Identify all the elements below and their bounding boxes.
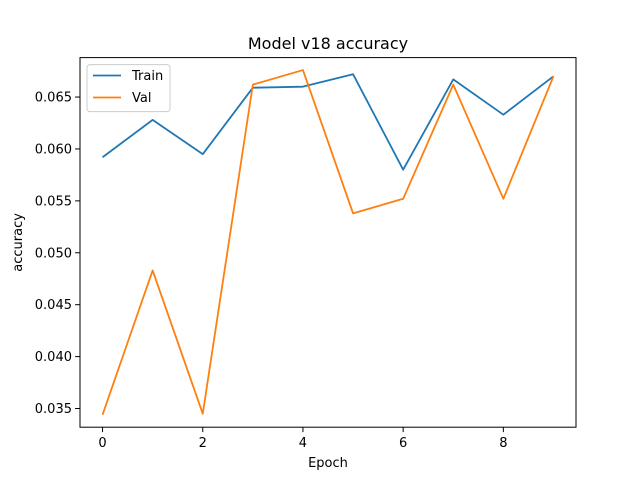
legend-label-val: Val [132, 91, 151, 106]
x-tick-label-2: 2 [199, 436, 207, 451]
x-tick-label-8: 8 [499, 436, 507, 451]
series-line-train [102, 73, 554, 171]
y-tick-label-1: 0.040 [35, 350, 72, 365]
legend-items: Train Val [93, 69, 163, 106]
x-axis-ticks: 0 2 4 6 8 [98, 427, 507, 451]
series-line-val [101, 69, 555, 416]
y-axis-ticks: 0.035 0.040 0.045 0.050 0.055 0.060 0.065 [35, 91, 80, 417]
x-tick-label-0: 0 [98, 436, 106, 451]
y-axis-label: accuracy [11, 213, 26, 272]
legend-label-train: Train [131, 69, 163, 84]
y-tick-label-2: 0.045 [35, 298, 72, 313]
x-axis-label: Epoch [308, 456, 348, 471]
x-tick-label-4: 4 [299, 436, 307, 451]
y-tick-label-5: 0.060 [35, 142, 72, 157]
legend: Train Val [86, 64, 171, 113]
x-tick-label-6: 6 [399, 436, 407, 451]
chart-title: Model v18 accuracy [248, 34, 408, 53]
y-tick-label-4: 0.055 [35, 194, 72, 209]
y-tick-label-3: 0.050 [35, 246, 72, 261]
y-tick-label-0: 0.035 [35, 402, 72, 417]
series-layer [101, 69, 555, 416]
y-tick-label-6: 0.065 [35, 91, 72, 106]
plot-frame [79, 57, 577, 428]
